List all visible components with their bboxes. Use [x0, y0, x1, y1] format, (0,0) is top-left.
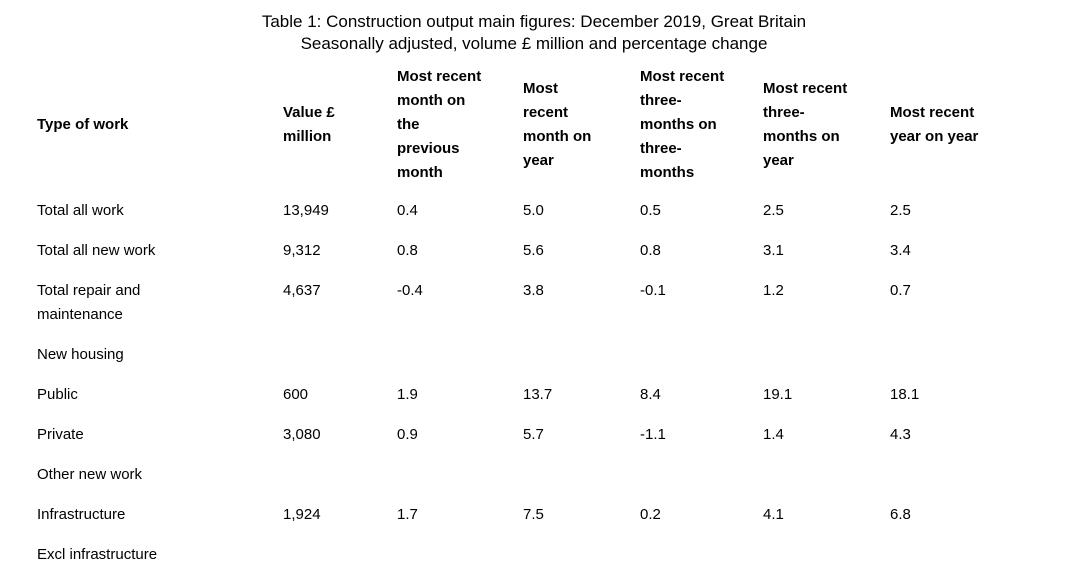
cell-value: 13,949: [283, 202, 329, 219]
cell-value: [523, 543, 640, 583]
cell-value: 18.1: [890, 386, 920, 403]
cell-value: [283, 343, 397, 383]
cell-value: 19.1: [763, 386, 793, 403]
table-title-line2: Seasonally adjusted, volume £ million an…: [300, 34, 768, 53]
cell-value: -0.4: [397, 282, 423, 299]
row-label: New housing: [37, 346, 124, 363]
cell-value: 1.7: [397, 506, 418, 523]
cell-value: [283, 543, 397, 583]
row-label: Public: [37, 386, 78, 403]
cell-value: 3,080: [283, 426, 321, 443]
cell-value: 1.2: [763, 282, 784, 299]
column-header-4: Most recent three- months on three- mont…: [640, 68, 725, 181]
table-row: Excl infrastructure: [37, 543, 1032, 583]
cell-value: 4.1: [763, 506, 784, 523]
column-header-3: Most recent month on year: [523, 80, 592, 169]
cell-value: [640, 463, 763, 503]
table-row: Total repair and maintenance 4,637 -0.4 3.8…: [37, 279, 1032, 343]
cell-value: 1,924: [283, 506, 321, 523]
cell-value: 8.4: [640, 386, 661, 403]
cell-value: [283, 463, 397, 503]
cell-value: [397, 463, 523, 503]
cell-value: 0.9: [397, 426, 418, 443]
cell-value: 0.2: [640, 506, 661, 523]
row-label: Private: [37, 426, 84, 443]
table-row: Infrastructure 1,924 1.7 7.5 0.2 4.1 6.8: [37, 503, 1032, 543]
cell-value: 0.8: [640, 242, 661, 259]
cell-value: 3.8: [523, 282, 544, 299]
cell-value: 13.7: [523, 386, 553, 403]
column-header-5: Most recent three- months on year: [763, 80, 848, 169]
table-row: Public 600 1.9 13.7 8.4 19.1 18.1: [37, 383, 1032, 423]
cell-value: [397, 543, 523, 583]
cell-value: -1.1: [640, 426, 666, 443]
cell-value: 5.0: [523, 202, 544, 219]
cell-value: [763, 463, 890, 503]
column-header-1: Value £ million: [283, 104, 335, 145]
cell-value: [890, 543, 1032, 583]
cell-value: 0.8: [397, 242, 418, 259]
column-header-6: Most recent year on year: [890, 104, 979, 145]
cell-value: 600: [283, 386, 309, 403]
row-label: Infrastructure: [37, 506, 126, 523]
cell-value: 5.7: [523, 426, 544, 443]
cell-value: 9,312: [283, 242, 321, 259]
table-header-row: Type of work Value £ million Most recent m…: [37, 65, 1032, 199]
column-header-0: Type of work: [37, 116, 129, 133]
cell-value: [763, 343, 890, 383]
row-label: Excl infrastructure: [37, 546, 158, 563]
row-label: Total repair and maintenance: [37, 282, 141, 323]
table-row: Other new work: [37, 463, 1032, 503]
cell-value: [763, 543, 890, 583]
cell-value: [890, 343, 1032, 383]
table-row: Total all new work 9,312 0.8 5.6 0.8 3.1 3.4: [37, 239, 1032, 279]
construction-output-table: Type of work Value £ million Most recent m…: [37, 65, 1032, 583]
cell-value: [523, 343, 640, 383]
cell-value: 3.1: [763, 242, 784, 259]
cell-value: 0.4: [397, 202, 418, 219]
cell-value: -0.1: [640, 282, 666, 299]
cell-value: 6.8: [890, 506, 911, 523]
row-label: Total all work: [37, 202, 124, 219]
table-title-line1: Table 1: Construction output main figure…: [261, 12, 807, 31]
cell-value: 4.3: [890, 426, 911, 443]
table-row: Private 3,080 0.9 5.7 -1.1 1.4 4.3: [37, 423, 1032, 463]
column-header-2: Most recent month on the previous month: [397, 68, 482, 181]
cell-value: 4,637: [283, 282, 321, 299]
cell-value: [890, 463, 1032, 503]
cell-value: [523, 463, 640, 503]
cell-value: 5.6: [523, 242, 544, 259]
cell-value: 7.5: [523, 506, 544, 523]
cell-value: [397, 343, 523, 383]
table-row: New housing: [37, 343, 1032, 383]
row-label: Total all new work: [37, 242, 156, 259]
table-title: Table 1: Construction output main figure…: [0, 0, 1068, 55]
cell-value: 2.5: [890, 202, 911, 219]
cell-value: [640, 343, 763, 383]
cell-value: 0.7: [890, 282, 911, 299]
cell-value: 0.5: [640, 202, 661, 219]
cell-value: 1.9: [397, 386, 418, 403]
cell-value: 2.5: [763, 202, 784, 219]
row-label: Other new work: [37, 466, 143, 483]
table-row: Total all work 13,949 0.4 5.0 0.5 2.5 2.5: [37, 199, 1032, 239]
cell-value: 1.4: [763, 426, 784, 443]
cell-value: 3.4: [890, 242, 911, 259]
cell-value: [640, 543, 763, 583]
